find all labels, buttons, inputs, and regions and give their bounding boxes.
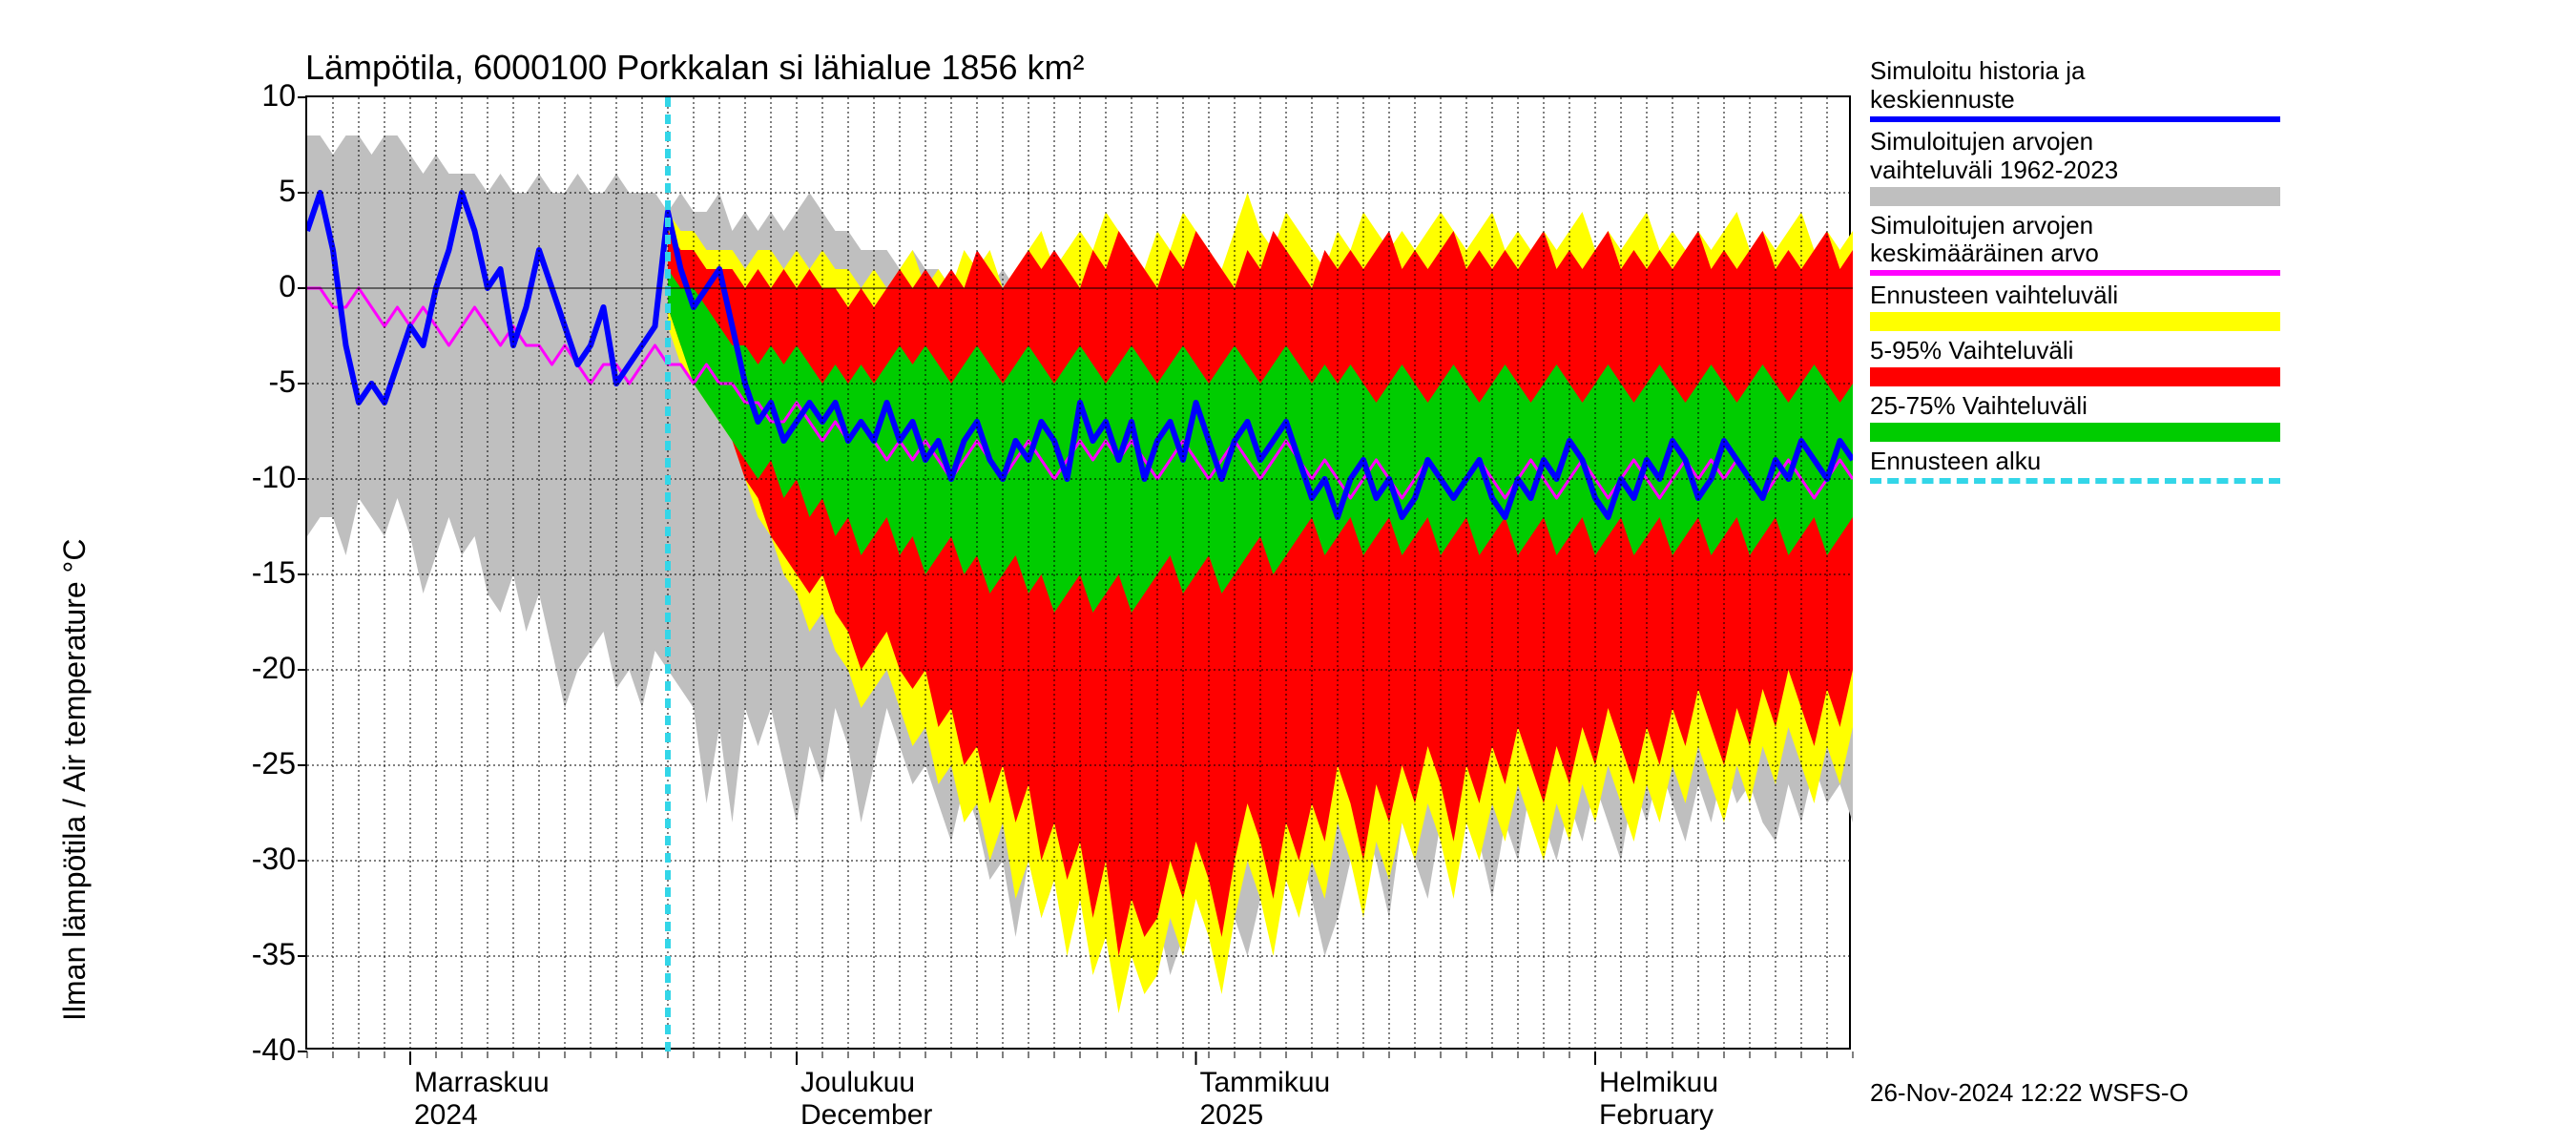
legend-text: Ennusteen vaihteluväli bbox=[1870, 281, 2280, 310]
footer-timestamp: 26-Nov-2024 12:22 WSFS-O bbox=[1870, 1078, 2189, 1108]
legend-item: Ennusteen vaihteluväli bbox=[1870, 281, 2280, 331]
legend-swatch bbox=[1870, 367, 2280, 386]
legend-swatch bbox=[1870, 187, 2280, 206]
legend-text: vaihteluväli 1962-2023 bbox=[1870, 156, 2280, 185]
y-tick-label: -15 bbox=[210, 555, 296, 591]
y-tick-label: -35 bbox=[210, 937, 296, 972]
x-tick-sublabel: December bbox=[800, 1099, 932, 1132]
x-tick-label: Tammikuu bbox=[1200, 1067, 1331, 1099]
legend-item: Simuloitujen arvojenvaihteluväli 1962-20… bbox=[1870, 128, 2280, 206]
y-tick-label: -40 bbox=[210, 1032, 296, 1068]
y-tick-label: -5 bbox=[210, 364, 296, 400]
y-tick-label: -20 bbox=[210, 651, 296, 686]
y-tick-label: -25 bbox=[210, 746, 296, 781]
y-tick-label: -30 bbox=[210, 842, 296, 877]
legend-text: 25-75% Vaihteluväli bbox=[1870, 392, 2280, 421]
legend-item: 25-75% Vaihteluväli bbox=[1870, 392, 2280, 442]
page-root: Lämpötila, 6000100 Porkkalan si lähialue… bbox=[0, 0, 2576, 1145]
legend-text: keskimääräinen arvo bbox=[1870, 239, 2280, 268]
x-tick-label: Marraskuu bbox=[414, 1067, 550, 1099]
x-tick-label: Helmikuu bbox=[1599, 1067, 1718, 1099]
x-tick-sublabel: February bbox=[1599, 1099, 1714, 1132]
legend-text: keskiennuste bbox=[1870, 86, 2280, 114]
legend-text: 5-95% Vaihteluväli bbox=[1870, 337, 2280, 365]
legend-swatch bbox=[1870, 423, 2280, 442]
x-tick-label: Joulukuu bbox=[800, 1067, 915, 1099]
legend-text: Simuloitujen arvojen bbox=[1870, 128, 2280, 156]
legend-text: Ennusteen alku bbox=[1870, 448, 2280, 476]
chart-svg bbox=[307, 97, 1853, 1051]
legend-swatch bbox=[1870, 270, 2280, 276]
legend-text: Simuloitu historia ja bbox=[1870, 57, 2280, 86]
y-tick-label: 0 bbox=[210, 269, 296, 304]
legend-item: Simuloitujen arvojenkeskimääräinen arvo bbox=[1870, 212, 2280, 277]
legend-text: Simuloitujen arvojen bbox=[1870, 212, 2280, 240]
x-tick-sublabel: 2025 bbox=[1200, 1099, 1264, 1132]
legend-item: Ennusteen alku bbox=[1870, 448, 2280, 484]
plot-area bbox=[305, 95, 1851, 1050]
legend: Simuloitu historia jakeskiennusteSimuloi… bbox=[1870, 57, 2280, 489]
y-tick-label: 5 bbox=[210, 174, 296, 209]
y-tick-label: 10 bbox=[210, 78, 296, 114]
x-tick-sublabel: 2024 bbox=[414, 1099, 478, 1132]
legend-swatch bbox=[1870, 312, 2280, 331]
legend-item: Simuloitu historia jakeskiennuste bbox=[1870, 57, 2280, 122]
legend-item: 5-95% Vaihteluväli bbox=[1870, 337, 2280, 386]
legend-swatch bbox=[1870, 116, 2280, 122]
chart-title: Lämpötila, 6000100 Porkkalan si lähialue… bbox=[305, 48, 1085, 88]
y-axis-label: Ilman lämpötila / Air temperature °C bbox=[57, 539, 93, 1021]
legend-swatch bbox=[1870, 478, 2280, 484]
y-tick-label: -10 bbox=[210, 460, 296, 495]
